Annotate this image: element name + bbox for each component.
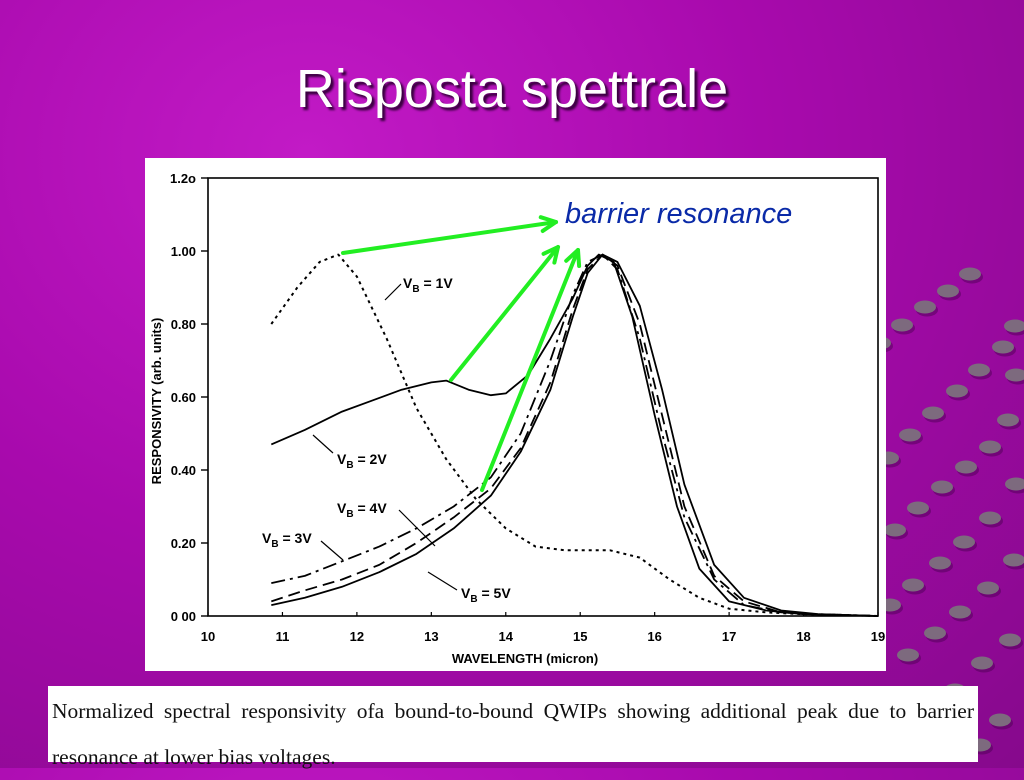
decorative-dot (968, 363, 990, 377)
annotation-arrow (480, 248, 580, 492)
series-line-4 (271, 253, 879, 617)
decorative-dot (979, 511, 1001, 525)
spectral-responsivity-chart: 0 00 0.20 0.40 0.60 0.80 1.00 1.2o 10 11 12 13 14 15… (149, 171, 885, 666)
decorative-dot (1005, 477, 1024, 491)
x-tick-label: 13 (424, 629, 438, 644)
series-label-leader (384, 283, 402, 301)
series-label: VB = 2V (337, 451, 387, 471)
decorative-dot (977, 581, 999, 595)
decorative-dot (899, 428, 921, 442)
series-line-3 (271, 253, 879, 617)
x-tick-label: 11 (276, 629, 290, 644)
annotation-arrowhead (538, 215, 558, 233)
annotation-arrow (449, 245, 560, 382)
decorative-dot (922, 406, 944, 420)
decorative-dot (907, 501, 929, 515)
y-tick-label: 0.20 (171, 536, 196, 551)
x-tick-label: 10 (201, 629, 215, 644)
decorative-dot (992, 340, 1014, 354)
decorative-dot (959, 267, 981, 281)
y-tick-label: 0 00 (171, 609, 196, 624)
series-label: VB = 4V (337, 500, 387, 520)
y-axis-label: RESPONSIVITY (arb. units) (149, 318, 164, 485)
y-tick-label: 1.00 (171, 244, 196, 259)
x-axis-label: WAVELENGTH (micron) (452, 651, 598, 666)
y-tick-label: 1.2o (170, 171, 196, 186)
x-tick-label: 17 (722, 629, 736, 644)
decorative-dot (1004, 319, 1024, 333)
slide-title: Risposta spettrale (295, 59, 729, 119)
series-label-leader (427, 571, 458, 591)
barrier-resonance-label: barrier resonance (565, 198, 793, 230)
series-label: VB = 5V (461, 585, 511, 605)
annotation-arrowhead (564, 248, 582, 268)
series-label: VB = 3V (262, 530, 312, 550)
decorative-dot (937, 284, 959, 298)
series-label: VB = 1V (403, 275, 453, 295)
decorative-dot (891, 318, 913, 332)
decorative-dot (979, 440, 1001, 454)
series-line-5 (271, 253, 879, 617)
caption-box: Normalized spectral responsivity ofa bou… (48, 686, 978, 769)
decorative-dot (1003, 553, 1024, 567)
y-tick-label: 0.60 (171, 390, 196, 405)
x-tick-label: 18 (796, 629, 810, 644)
series-label-leader (320, 540, 344, 561)
decorative-dot (902, 578, 924, 592)
decorative-dot (1005, 368, 1024, 382)
decorative-dot (946, 384, 968, 398)
x-tick-label: 15 (573, 629, 587, 644)
decorative-dot (949, 605, 971, 619)
x-tick-label: 19 (871, 629, 885, 644)
series-line-2 (270, 253, 879, 617)
x-tick-label: 16 (647, 629, 661, 644)
decorative-dot (989, 713, 1011, 727)
decorative-dot (955, 460, 977, 474)
annotation-arrowhead (541, 245, 560, 265)
decorative-dot (924, 626, 946, 640)
chart-panel: 0 00 0.20 0.40 0.60 0.80 1.00 1.2o 10 11 12 13 14 15… (145, 158, 886, 671)
series-line-1 (270, 253, 879, 617)
decorative-dot (999, 633, 1021, 647)
y-tick-label: 0.80 (171, 317, 196, 332)
decorative-dot (953, 535, 975, 549)
decorative-dot (929, 556, 951, 570)
decorative-dot (971, 656, 993, 670)
series-label-leader (312, 434, 334, 454)
decorative-dot (997, 413, 1019, 427)
annotation-arrow (341, 220, 558, 255)
decorative-dot (897, 648, 919, 662)
caption-text: Normalized spectral responsivity ofa bou… (52, 699, 974, 769)
decorative-dot (914, 300, 936, 314)
x-tick-label: 12 (350, 629, 364, 644)
y-tick-label: 0.40 (171, 463, 196, 478)
decorative-dot (931, 480, 953, 494)
decorative-dot (884, 523, 906, 537)
x-tick-label: 14 (499, 629, 514, 644)
series-label-leader (398, 509, 436, 547)
